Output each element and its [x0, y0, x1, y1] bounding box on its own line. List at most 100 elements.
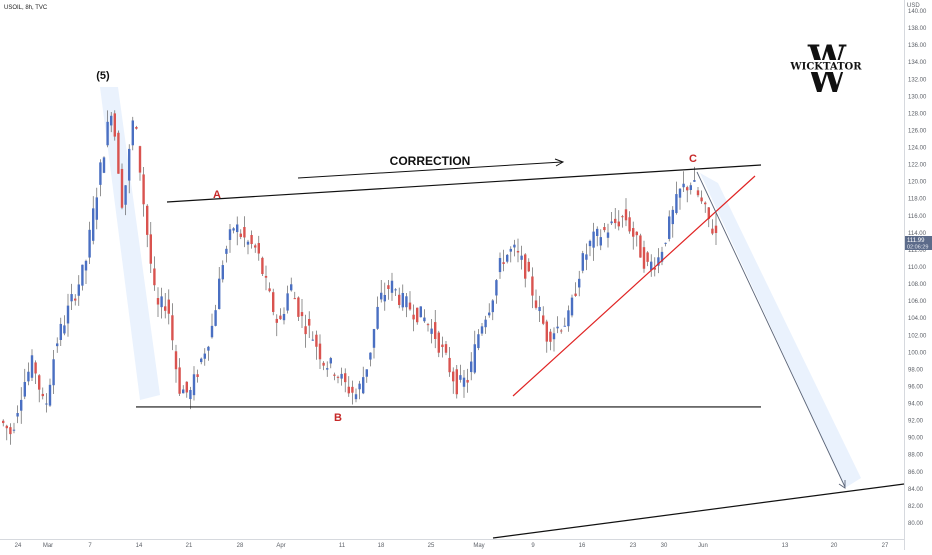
price-tick-label: 136.00: [908, 43, 927, 49]
current-price: 111.99: [907, 238, 925, 244]
candle-body: [556, 326, 559, 329]
time-tick-label: 27: [882, 543, 889, 549]
candle-body: [167, 299, 170, 314]
candle-body: [135, 127, 138, 129]
candle-body: [678, 188, 682, 198]
candle-body: [102, 157, 106, 173]
candle-body: [185, 381, 188, 393]
candle-body: [210, 325, 214, 338]
candle-body: [401, 292, 404, 308]
time-tick-label: 9: [531, 543, 535, 549]
candle-body: [387, 285, 390, 289]
price-tick-label: 106.00: [908, 299, 927, 305]
candle-body: [628, 217, 631, 232]
candle-body: [74, 298, 77, 301]
candle-body: [617, 221, 620, 227]
candle-body: [174, 351, 178, 370]
candle-body: [261, 257, 264, 275]
candle-body: [502, 262, 505, 264]
candle-body: [30, 355, 34, 378]
candle-body: [477, 334, 480, 349]
candle-body: [380, 292, 383, 300]
price-tick-label: 102.00: [908, 333, 927, 339]
candle-body: [286, 293, 289, 311]
candle-body: [632, 228, 635, 237]
candle-body: [340, 373, 343, 379]
candle-body: [455, 369, 458, 395]
candle-body: [588, 240, 592, 247]
candle-body: [614, 218, 617, 224]
logo-text: WICKTATOR: [789, 62, 862, 73]
impulse-shading: [100, 87, 160, 400]
candle-body: [520, 255, 523, 260]
candle-body: [707, 207, 710, 219]
candle-body: [56, 343, 59, 347]
candle-body: [383, 294, 386, 302]
candle-body: [354, 394, 358, 400]
time-tick-label: 30: [661, 543, 668, 549]
current-price-tag: 111.99 02:06:29: [905, 236, 932, 251]
candle-body: [693, 180, 696, 182]
candle-body: [239, 233, 242, 237]
price-tick-label: 128.00: [908, 111, 927, 117]
candle-body: [531, 276, 534, 296]
time-tick-label: 28: [237, 543, 244, 549]
time-tick-label: Mar: [43, 543, 53, 549]
candle-body: [696, 190, 700, 196]
price-tick-label: 140.00: [908, 9, 927, 15]
correction-arrow-head: [554, 158, 565, 167]
candle-body: [606, 232, 610, 238]
logo-band: [786, 60, 868, 72]
price-tick-label: 130.00: [908, 94, 927, 100]
candle-body: [77, 284, 80, 296]
candle-body: [704, 202, 707, 205]
candle-body: [52, 359, 55, 386]
candle-body: [329, 358, 332, 364]
candle-body: [304, 326, 307, 335]
candle-body: [448, 357, 451, 373]
candle-body: [308, 318, 311, 326]
candle-body: [668, 216, 671, 239]
candle-body: [567, 310, 570, 327]
candle-body: [660, 251, 664, 262]
candle-body: [20, 399, 23, 411]
wave-label-b: B: [334, 412, 342, 424]
candle-body: [9, 427, 12, 435]
candle-body: [160, 296, 163, 308]
price-tick-label: 100.00: [908, 350, 927, 356]
candle-body: [131, 120, 134, 146]
price-tick-label: 134.00: [908, 60, 927, 66]
candle-body: [225, 248, 228, 254]
time-tick-label: 20: [831, 543, 838, 549]
candle-body: [398, 294, 401, 305]
time-axis[interactable]: 24 Mar 7 14 21 28 Apr 11 18 25 May 9 16 23 30 Jun 13 20 27: [0, 539, 904, 550]
candle-body: [642, 247, 646, 269]
candle-body: [516, 250, 520, 253]
candle-body: [149, 234, 152, 264]
candle-body: [390, 280, 394, 293]
candle-body: [682, 183, 685, 188]
candle-body: [542, 315, 545, 324]
candle-body: [624, 209, 628, 221]
time-tick-label: 24: [15, 543, 22, 549]
candle-body: [88, 229, 91, 258]
price-axis[interactable]: 80.00 82.00 84.00 86.00 88.00 90.00 92.00 94.00…: [904, 0, 928, 550]
upper-channel-line: [166, 164, 762, 203]
candle-body: [524, 254, 527, 279]
candle-body: [462, 377, 466, 387]
candle-body: [581, 253, 584, 271]
candle-body: [38, 375, 41, 390]
candle-body: [138, 146, 142, 173]
candle-body: [16, 413, 19, 417]
candle-body: [466, 379, 469, 383]
candle-body: [221, 265, 224, 280]
symbol-label: USOIL, 8h, TVC: [4, 5, 48, 11]
candle-body: [279, 315, 282, 320]
wave-shading: [100, 87, 861, 488]
price-tick-label: 126.00: [908, 128, 927, 134]
candle-body: [272, 292, 275, 312]
candle-body: [549, 331, 552, 342]
candle-body: [376, 306, 379, 329]
